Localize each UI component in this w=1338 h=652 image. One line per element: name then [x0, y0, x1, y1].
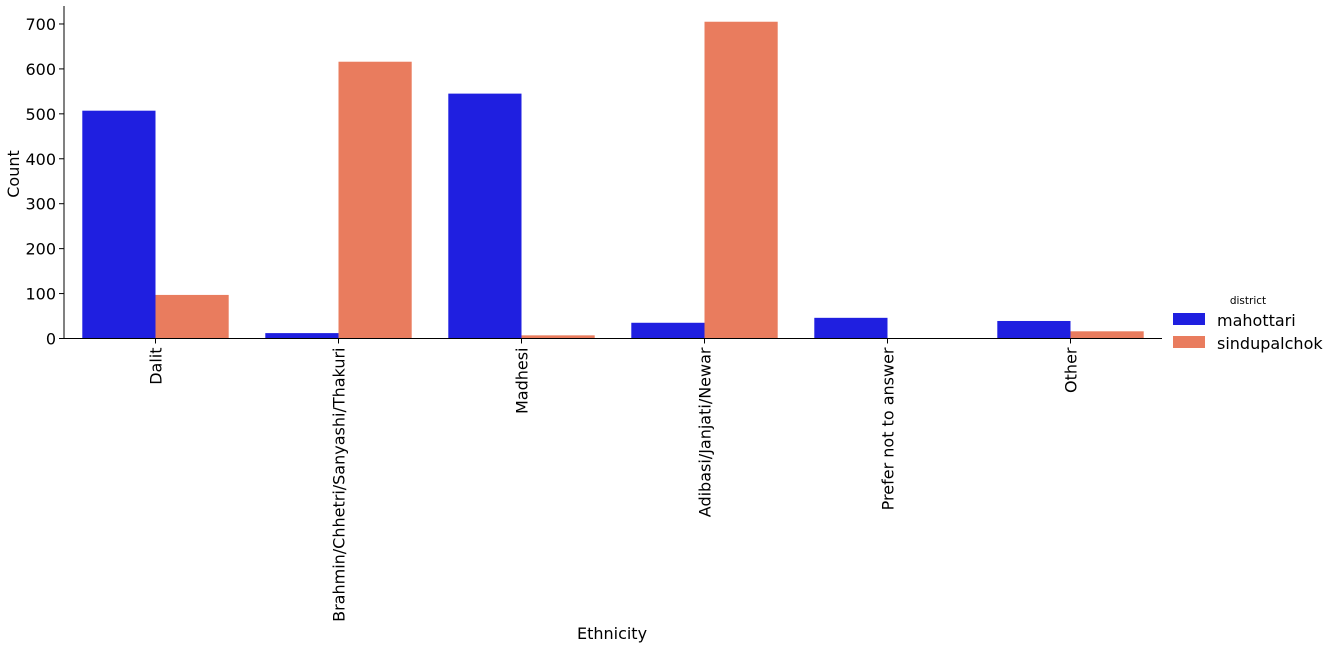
- y-ticks: 0 100 200 300 400 500 600 700: [25, 15, 64, 349]
- bar-sindupalchok-5: [1070, 331, 1144, 339]
- x-tick-label-3: Adibasi/Janjati/Newar: [696, 347, 715, 517]
- x-tick-label-5: Other: [1062, 347, 1081, 393]
- y-tick-label-500: 500: [25, 105, 56, 124]
- bar-mahottari-5: [997, 320, 1071, 339]
- x-axis-label: Ethnicity: [577, 624, 647, 643]
- x-tick-label-2: Madhesi: [513, 348, 532, 415]
- y-tick-label-100: 100: [25, 285, 56, 304]
- bar-mahottari-1: [265, 333, 339, 339]
- axes-layer: [63, 6, 1162, 339]
- bars-layer: [82, 21, 1144, 339]
- bar-mahottari-0: [82, 110, 156, 339]
- bar-sindupalchok-3: [704, 21, 778, 339]
- y-tick-label-0: 0: [46, 330, 56, 349]
- y-tick-label-300: 300: [25, 195, 56, 214]
- x-tick-label-0: Dalit: [147, 348, 166, 385]
- bar-mahottari-4: [814, 317, 888, 339]
- bar-mahottari-3: [631, 322, 705, 339]
- legend: district mahottari sindupalchok: [1173, 295, 1323, 353]
- bar-mahottari-2: [448, 93, 522, 339]
- legend-label-sindupalchok: sindupalchok: [1217, 334, 1323, 353]
- x-tick-label-1: Brahmin/Chhetri/Sanyashi/Thakuri: [330, 348, 349, 622]
- y-tick-label-200: 200: [25, 240, 56, 259]
- x-tick-label-4: Prefer not to answer: [879, 347, 898, 510]
- legend-label-mahottari: mahottari: [1217, 311, 1296, 330]
- bar-sindupalchok-2: [521, 335, 595, 339]
- y-axis-label: Count: [4, 150, 23, 198]
- bar-sindupalchok-1: [338, 61, 412, 339]
- x-ticks: Dalit Brahmin/Chhetri/Sanyashi/Thakuri Mad…: [147, 338, 1081, 622]
- legend-swatch-mahottari: [1173, 313, 1205, 325]
- bar-sindupalchok-0: [155, 294, 229, 339]
- legend-swatch-sindupalchok: [1173, 336, 1205, 348]
- legend-title: district: [1230, 295, 1266, 307]
- y-tick-label-400: 400: [25, 150, 56, 169]
- y-tick-label-600: 600: [25, 60, 56, 79]
- y-tick-label-700: 700: [25, 15, 56, 34]
